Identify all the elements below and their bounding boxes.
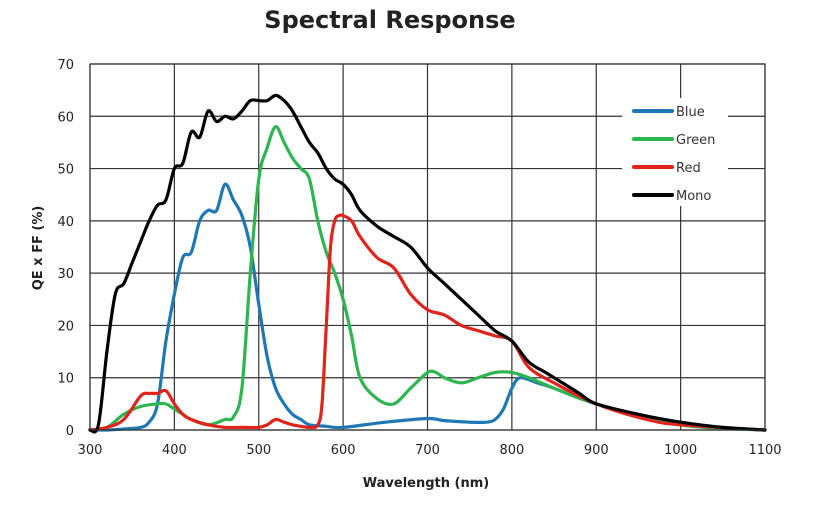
plot-frame — [89, 63, 766, 431]
series-line-blue — [88, 182, 767, 432]
legend-label-green: Green — [676, 133, 715, 148]
x-tick-label: 600 — [331, 443, 356, 458]
x-tick-label: 1100 — [748, 443, 781, 458]
y-tick-label: 40 — [57, 215, 74, 230]
series-line-red — [88, 213, 767, 432]
y-tick-label: 30 — [57, 267, 74, 282]
x-tick-label: 800 — [499, 443, 524, 458]
series-line-mono — [88, 93, 767, 434]
legend-label-red: Red — [676, 161, 701, 176]
y-tick-label: 20 — [57, 319, 74, 334]
x-tick-label: 300 — [78, 443, 103, 458]
x-axis-ticks: 300 400 500 600 700 800 900 1000 1100 — [78, 443, 782, 458]
x-tick-label: 700 — [415, 443, 440, 458]
y-tick-label: 60 — [57, 110, 74, 125]
legend-label-mono: Mono — [676, 189, 711, 204]
y-axis-label: QE x FF (%) — [31, 206, 46, 291]
legend-background — [622, 98, 728, 206]
legend: Blue Green Red Mono — [622, 98, 728, 206]
y-tick-label: 10 — [57, 372, 74, 387]
y-axis-ticks: 0 10 20 30 40 50 60 70 — [57, 58, 74, 439]
chart-title: Spectral Response — [264, 6, 515, 34]
series-group — [88, 93, 767, 434]
x-tick-label: 500 — [246, 443, 271, 458]
y-tick-label: 50 — [57, 163, 74, 178]
x-tick-label: 900 — [584, 443, 609, 458]
x-tick-label: 1000 — [664, 443, 697, 458]
x-tick-label: 400 — [162, 443, 187, 458]
y-tick-label: 0 — [66, 424, 74, 439]
y-tick-label: 70 — [57, 58, 74, 73]
x-axis-label: Wavelength (nm) — [363, 476, 489, 491]
legend-label-blue: Blue — [676, 105, 705, 120]
